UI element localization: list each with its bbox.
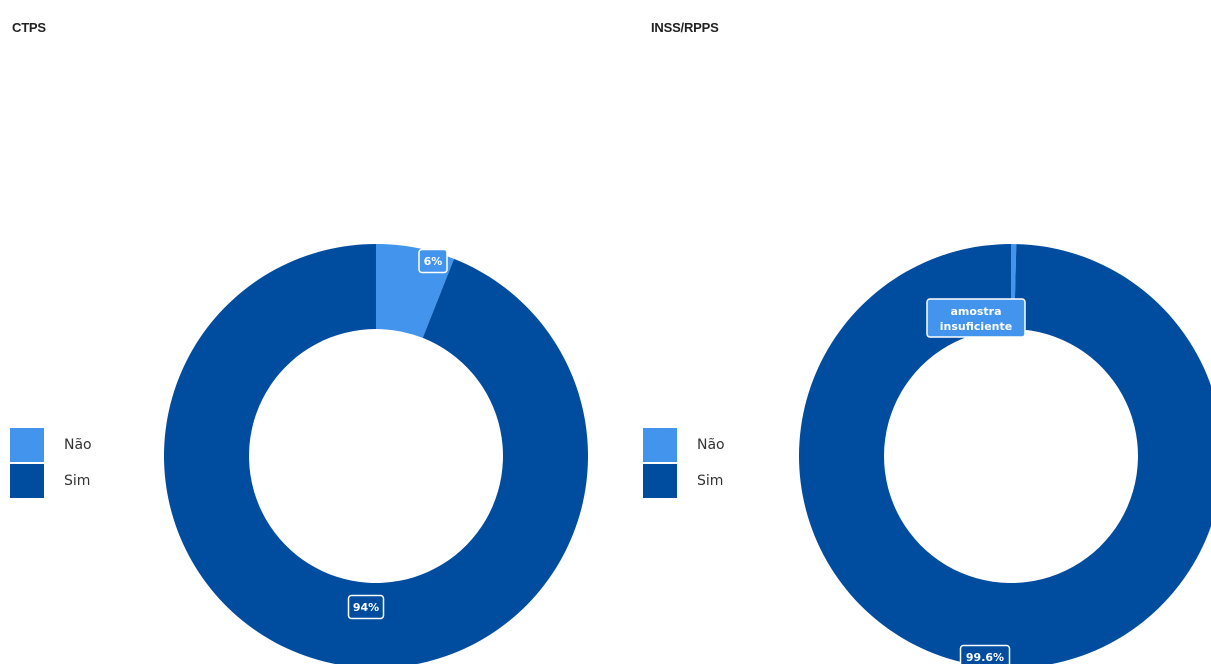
data-label: 99.6% bbox=[959, 644, 1011, 664]
legend-swatch-nao bbox=[643, 428, 677, 462]
legend-item-nao[interactable]: Não bbox=[643, 427, 725, 463]
chart-panel-ctps: CTPS Não Sim 6% 94% bbox=[10, 20, 589, 664]
data-label-box bbox=[926, 298, 1026, 338]
data-label-text: 6% bbox=[424, 255, 443, 268]
data-label-box bbox=[347, 594, 385, 620]
legend-item-sim[interactable]: Sim bbox=[10, 463, 92, 499]
legend-item-nao[interactable]: Não bbox=[10, 427, 92, 463]
legend-label: Sim bbox=[697, 473, 724, 489]
donut-chart: amostra insuficiente 99.6% bbox=[799, 244, 1211, 664]
data-label: 94% bbox=[347, 594, 385, 620]
data-label: amostra insuficiente bbox=[926, 298, 1026, 338]
data-label-box bbox=[418, 248, 448, 274]
legend-label: Sim bbox=[64, 473, 91, 489]
chart-title: CTPS bbox=[12, 20, 46, 35]
legend: Não Sim bbox=[10, 427, 92, 499]
legend-swatch-nao bbox=[10, 428, 44, 462]
donut-slice-sim[interactable] bbox=[799, 244, 1211, 664]
donut-slice-sim[interactable] bbox=[164, 244, 589, 664]
data-label-box bbox=[959, 644, 1011, 664]
data-label-text: 99.6% bbox=[966, 651, 1004, 664]
chart-panel-inss-rpps: INSS/RPPS Não Sim amostra insuficiente 99.… bbox=[633, 0, 1211, 664]
data-label-text: amostra insuficiente bbox=[940, 305, 1012, 333]
legend-label: Não bbox=[697, 437, 725, 453]
donut-chart: 6% 94% bbox=[164, 244, 589, 664]
legend-item-sim[interactable]: Sim bbox=[643, 463, 725, 499]
data-label-text: 94% bbox=[353, 601, 379, 614]
legend-label: Não bbox=[64, 437, 92, 453]
data-label: 6% bbox=[418, 248, 448, 274]
legend-swatch-sim bbox=[643, 464, 677, 498]
legend: Não Sim bbox=[643, 427, 725, 499]
chart-title: INSS/RPPS bbox=[651, 20, 719, 35]
legend-swatch-sim bbox=[10, 464, 44, 498]
